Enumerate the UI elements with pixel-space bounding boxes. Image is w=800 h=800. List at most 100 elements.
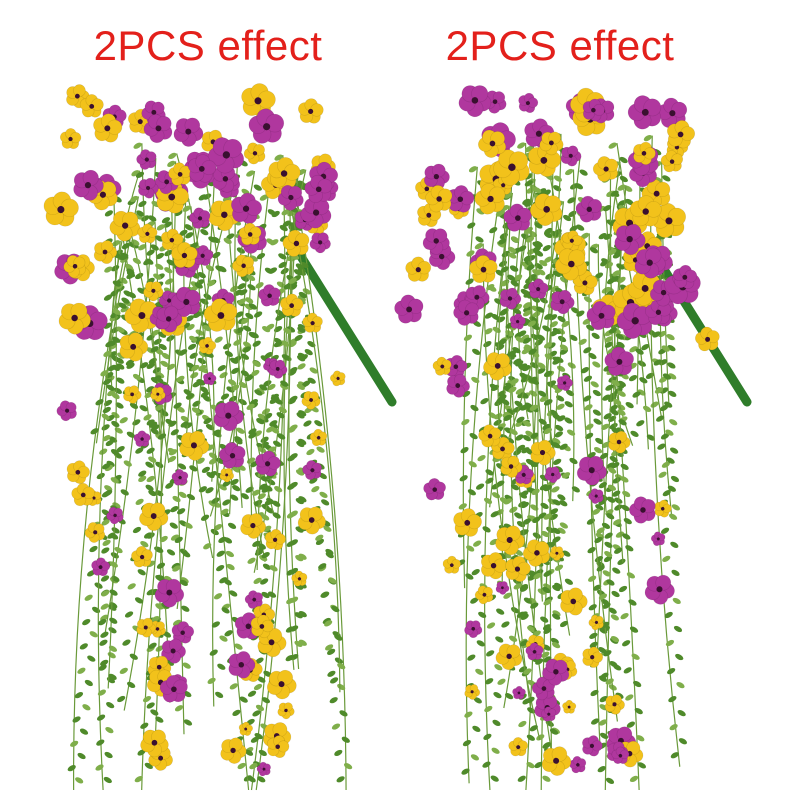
flower [73, 169, 104, 201]
flower [119, 332, 149, 362]
flower [309, 428, 328, 447]
flower [480, 552, 508, 580]
flower [508, 737, 529, 757]
flower [575, 195, 603, 223]
flower [530, 439, 556, 466]
flower [500, 455, 523, 478]
flower [604, 346, 634, 376]
flower [592, 156, 619, 182]
flower [425, 185, 453, 213]
flower [490, 436, 515, 461]
flower [644, 574, 675, 605]
flower [650, 531, 666, 547]
flower [238, 721, 253, 736]
flower [66, 84, 90, 109]
flower [106, 506, 124, 525]
flower [616, 302, 653, 339]
flower [527, 278, 549, 299]
flower [525, 642, 544, 661]
flower [608, 430, 631, 454]
flower [629, 195, 662, 227]
flower [297, 506, 326, 535]
flower [143, 281, 164, 302]
flower [139, 502, 169, 531]
flower [582, 735, 603, 757]
flower [560, 587, 588, 616]
flower [654, 499, 672, 518]
flower [136, 617, 156, 638]
flower [137, 223, 158, 244]
flower [58, 302, 91, 335]
flower [136, 149, 157, 170]
flower [66, 460, 90, 484]
flower [277, 702, 295, 720]
flower [666, 120, 696, 149]
flower [218, 442, 246, 469]
flower [291, 570, 308, 587]
flower [84, 522, 106, 543]
flower [213, 400, 244, 432]
flower [505, 555, 531, 582]
flower [232, 254, 255, 278]
flower [228, 651, 256, 679]
flower [93, 113, 123, 143]
flower [302, 460, 323, 481]
flower [627, 95, 662, 130]
flower [300, 197, 332, 229]
flower [611, 746, 630, 765]
flower [629, 496, 656, 524]
flower [189, 207, 211, 229]
flower [529, 193, 563, 227]
flower [43, 191, 79, 227]
flower [544, 466, 562, 484]
flower [634, 247, 666, 279]
flower [138, 177, 159, 199]
flower [238, 222, 262, 246]
flower [495, 525, 525, 556]
flower [464, 620, 483, 639]
flower [556, 374, 574, 392]
flower [250, 614, 274, 639]
flower [483, 352, 512, 381]
flower [531, 676, 556, 701]
flower [549, 546, 565, 561]
flower [302, 312, 323, 333]
flower [109, 210, 141, 242]
flower [203, 298, 238, 332]
flower [133, 430, 151, 447]
flower [266, 669, 297, 700]
flower [422, 228, 450, 255]
flower [453, 299, 479, 326]
flower [539, 131, 564, 156]
flower [243, 142, 266, 165]
flower [256, 761, 271, 777]
flower [560, 145, 582, 167]
flower [264, 528, 287, 551]
flower [266, 735, 290, 759]
flower [268, 157, 301, 190]
flower [91, 557, 111, 577]
flower [474, 585, 494, 605]
flower [576, 455, 607, 486]
flower [442, 555, 461, 574]
flower [561, 230, 583, 252]
flower [478, 424, 502, 448]
flower [518, 92, 539, 114]
flower [329, 370, 346, 387]
flower [550, 289, 575, 315]
flower [499, 287, 522, 310]
flower [154, 578, 185, 608]
flower [304, 174, 333, 203]
caption-left: 2PCS effect [93, 22, 323, 69]
flower [150, 386, 166, 403]
flower [131, 545, 153, 568]
flower [59, 128, 82, 150]
flower [432, 356, 452, 376]
flower [695, 326, 720, 352]
flower [155, 305, 183, 333]
flower [540, 706, 557, 722]
flower [244, 590, 264, 609]
flower [554, 248, 588, 281]
flower [173, 117, 204, 147]
